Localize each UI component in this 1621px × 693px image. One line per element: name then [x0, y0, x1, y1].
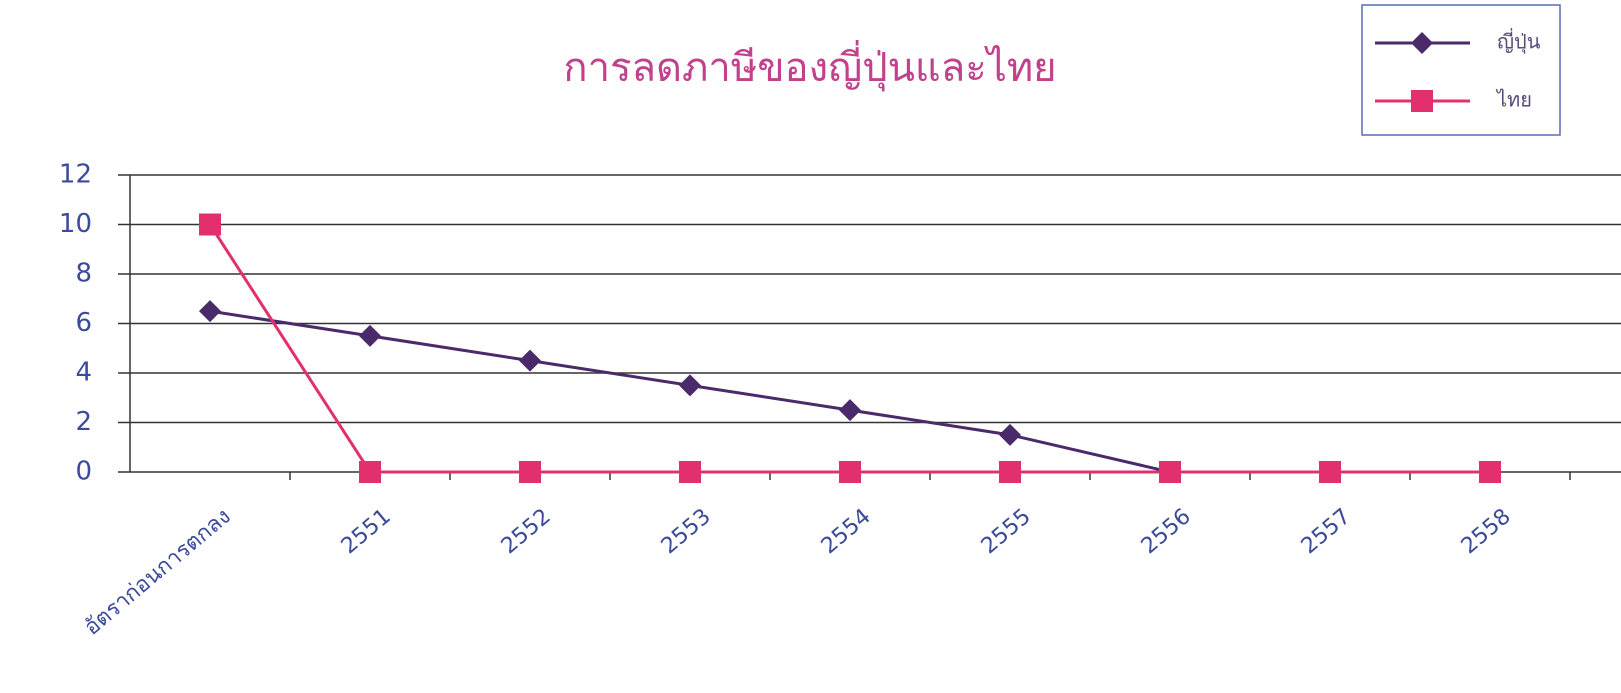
point: [999, 461, 1021, 483]
point: [1479, 461, 1501, 483]
y-tick-label: 6: [75, 308, 92, 338]
point: [519, 461, 541, 483]
x-tick-label: 2558: [1457, 504, 1516, 559]
point: [359, 461, 381, 483]
point: [519, 349, 541, 372]
legend-box: [1361, 4, 1561, 136]
chart-title: การลดภาษีของญี่ปุ่นและไทย: [563, 40, 1056, 92]
x-tick-label: 2553: [657, 504, 716, 559]
series-line: [208, 223, 1490, 474]
y-tick-label: 10: [59, 209, 92, 239]
y-tick-label: 0: [75, 457, 92, 487]
legend-label: ญี่ปุ่น: [1497, 28, 1541, 55]
point: [999, 423, 1021, 446]
point: [1411, 90, 1433, 112]
point: [679, 374, 701, 397]
x-tick-label: 2551: [337, 504, 396, 559]
y-tick-label: 12: [59, 160, 92, 190]
x-tick-label: อัตราก่อนการตกลง: [80, 504, 236, 641]
x-tick-label: 2557: [1297, 504, 1356, 559]
point: [1159, 461, 1181, 483]
y-tick-label: 8: [75, 259, 92, 289]
point: [679, 461, 701, 483]
point: [359, 324, 381, 347]
point: [839, 461, 861, 483]
point: [1319, 461, 1341, 483]
point: [839, 399, 861, 422]
legend-label: ไทย: [1495, 88, 1532, 112]
y-tick-label: 2: [75, 407, 92, 437]
x-tick-label: 2552: [497, 504, 556, 559]
x-tick-label: 2556: [1137, 504, 1196, 559]
y-tick-label: 4: [75, 358, 92, 388]
point: [199, 213, 221, 236]
x-tick-label: 2555: [977, 504, 1036, 559]
x-tick-label: 2554: [817, 504, 876, 559]
point: [199, 300, 221, 323]
point: [1411, 32, 1433, 54]
